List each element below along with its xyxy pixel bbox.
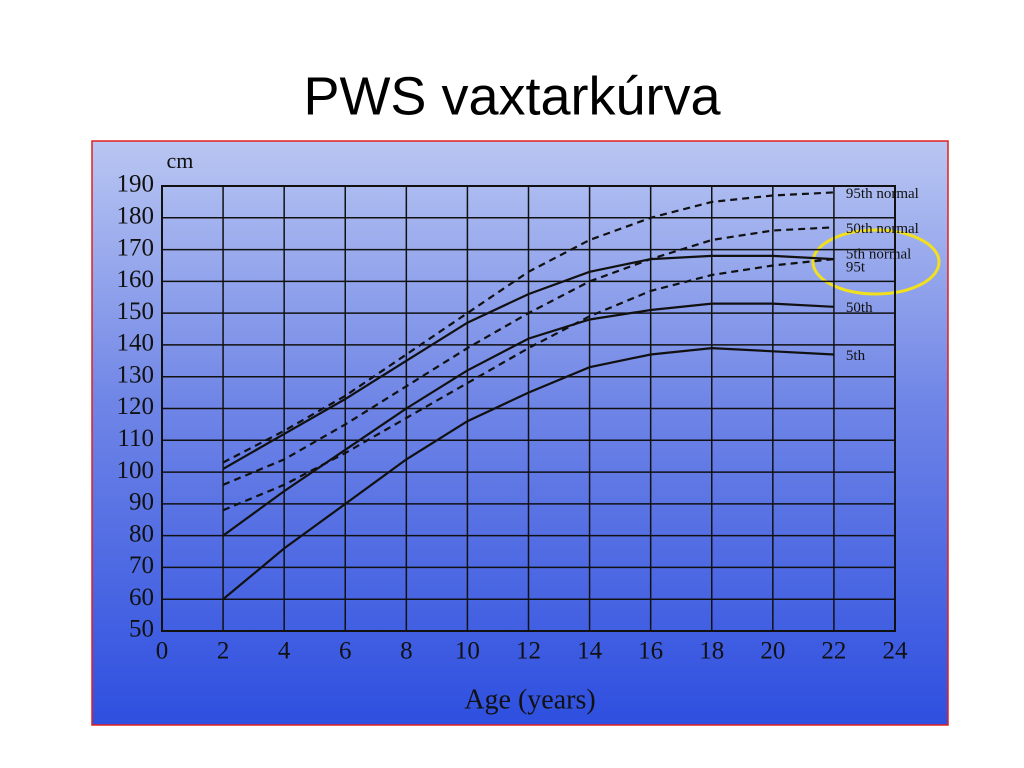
y-tick-label: 120 xyxy=(117,393,155,420)
y-tick-label: 180 xyxy=(117,203,155,230)
y-tick-label: 90 xyxy=(129,489,154,516)
x-tick-label: 6 xyxy=(339,638,352,665)
x-tick-label: 16 xyxy=(638,638,663,665)
series-label: 5th normal xyxy=(846,247,911,263)
y-tick-label: 130 xyxy=(117,361,155,388)
series-line xyxy=(222,254,834,470)
series-label: 95th normal xyxy=(846,186,919,202)
series-label: 5th xyxy=(846,348,866,364)
x-axis-label: Age (years) xyxy=(464,684,595,715)
slide-title: PWS vaxtarkúrva xyxy=(303,66,721,126)
y-tick-label: 110 xyxy=(117,425,154,452)
x-tick-label: 18 xyxy=(699,638,724,665)
y-tick-label: 70 xyxy=(129,552,154,579)
series-line xyxy=(222,226,834,486)
y-tick-label: 80 xyxy=(129,520,154,547)
x-tick-label: 0 xyxy=(156,638,169,665)
x-tick-label: 4 xyxy=(278,638,291,665)
x-tick-label: 22 xyxy=(821,638,846,665)
x-tick-label: 24 xyxy=(883,638,909,665)
x-tick-label: 20 xyxy=(760,638,785,665)
x-tick-label: 8 xyxy=(400,638,413,665)
y-tick-label: 150 xyxy=(117,298,155,325)
y-axis-label: cm xyxy=(167,148,194,173)
y-tick-label: 190 xyxy=(117,171,155,198)
highlight-ellipse xyxy=(811,228,941,296)
chart-panel xyxy=(91,140,949,726)
series-label: 50th xyxy=(846,300,873,316)
x-tick-label: 14 xyxy=(577,638,603,665)
y-tick-label: 100 xyxy=(117,457,155,484)
y-tick-label: 170 xyxy=(117,234,155,261)
y-tick-label: 60 xyxy=(129,584,154,611)
series-label: 50th normal xyxy=(846,221,919,237)
y-tick-label: 160 xyxy=(117,266,155,293)
x-tick-label: 12 xyxy=(516,638,541,665)
y-tick-label: 140 xyxy=(117,330,155,357)
series-label: 95t xyxy=(846,260,866,276)
plot-frame xyxy=(161,185,896,632)
series-line xyxy=(222,346,834,601)
series-line xyxy=(222,191,834,464)
x-tick-label: 2 xyxy=(217,638,230,665)
y-tick-label: 50 xyxy=(129,616,154,643)
x-tick-label: 10 xyxy=(455,638,480,665)
series-line xyxy=(222,302,834,537)
